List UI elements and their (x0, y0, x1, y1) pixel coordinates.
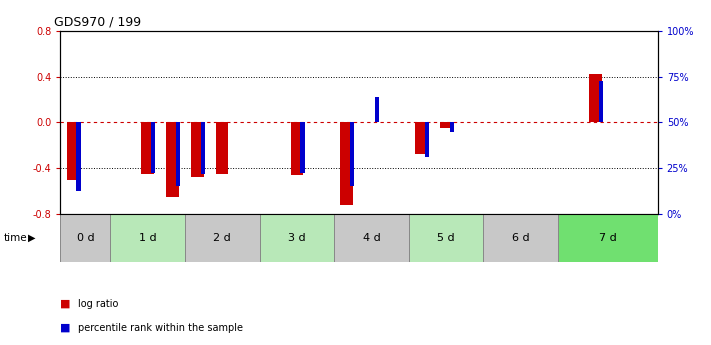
Text: percentile rank within the sample: percentile rank within the sample (78, 323, 243, 333)
Bar (185, 214, 260, 262)
Text: time: time (4, 233, 27, 243)
Bar (110, 214, 185, 262)
Text: 0 d: 0 d (77, 233, 94, 243)
Bar (334, 214, 409, 262)
Text: 7 d: 7 d (599, 233, 616, 243)
Bar (166, 122, 178, 197)
Bar (176, 122, 181, 187)
Bar (558, 214, 658, 262)
Bar (415, 122, 427, 155)
Bar (409, 214, 483, 262)
Bar (141, 122, 154, 174)
Bar (191, 122, 203, 177)
Text: ■: ■ (60, 299, 71, 308)
Text: ■: ■ (60, 323, 71, 333)
Text: 6 d: 6 d (512, 233, 530, 243)
Bar (440, 122, 452, 128)
Bar (599, 81, 604, 122)
Bar (151, 122, 156, 173)
Bar (341, 122, 353, 205)
Bar (350, 122, 355, 187)
Bar (375, 97, 380, 122)
Text: GDS970 / 199: GDS970 / 199 (55, 16, 141, 29)
Bar (449, 122, 454, 132)
Text: ▶: ▶ (28, 233, 36, 243)
Text: 5 d: 5 d (437, 233, 455, 243)
Bar (291, 122, 303, 175)
Bar (67, 122, 79, 180)
Text: 3 d: 3 d (288, 233, 306, 243)
Bar (260, 214, 334, 262)
Bar (216, 122, 228, 174)
Text: log ratio: log ratio (78, 299, 119, 308)
Text: 4 d: 4 d (363, 233, 380, 243)
Bar (483, 214, 558, 262)
Bar (424, 122, 429, 157)
Text: 2 d: 2 d (213, 233, 231, 243)
Bar (201, 122, 205, 174)
Bar (60, 214, 110, 262)
Bar (76, 122, 81, 191)
Text: 1 d: 1 d (139, 233, 156, 243)
Bar (589, 75, 602, 122)
Bar (300, 122, 305, 173)
